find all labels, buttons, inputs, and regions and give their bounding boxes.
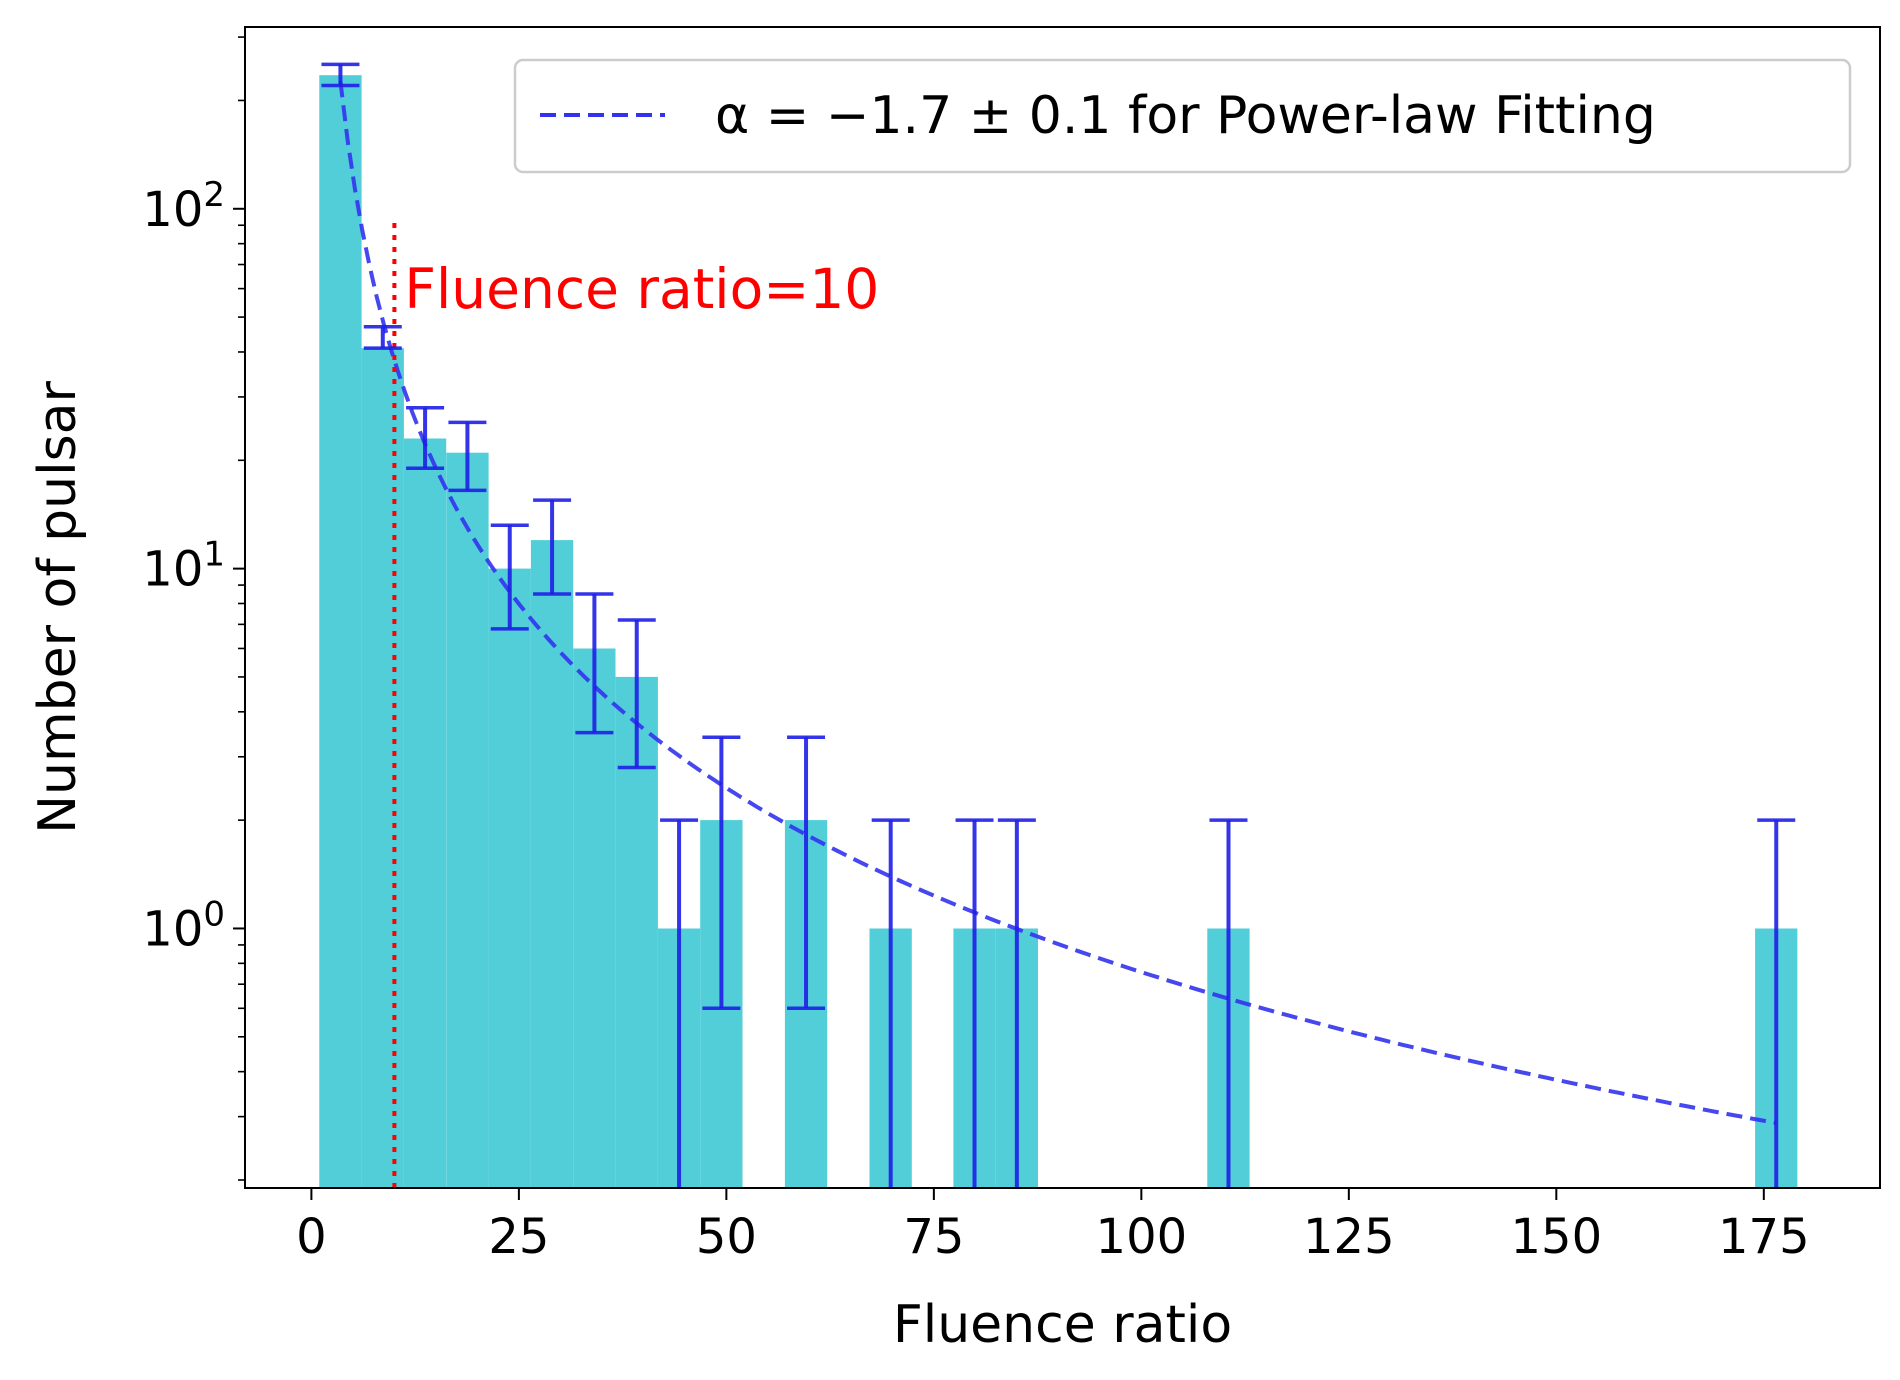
x-tick-label: 150 <box>1511 1209 1603 1265</box>
error-bar <box>955 818 994 1188</box>
legend: α = −1.7 ± 0.1 for Power-law Fitting <box>513 58 1852 174</box>
error-bar <box>617 618 656 770</box>
y-axis-label: Number of pulsar <box>28 380 88 833</box>
error-bar <box>448 420 487 493</box>
x-axis-ticks: 0 25 50 75 100 125 150 175 <box>296 1188 1810 1265</box>
error-bar <box>660 818 699 1188</box>
x-tick-label: 175 <box>1718 1209 1810 1265</box>
y-tick-label: 100 <box>142 894 225 957</box>
histogram-bars <box>319 75 1798 1189</box>
x-axis-label: Fluence ratio <box>893 1295 1232 1355</box>
error-bar <box>1209 818 1248 1188</box>
x-tick-label: 100 <box>1096 1209 1188 1265</box>
histogram-bar <box>361 348 404 1189</box>
error-bar <box>321 62 360 88</box>
error-bar <box>1757 818 1796 1188</box>
legend-box <box>513 58 1852 174</box>
error-bar <box>406 405 445 471</box>
plot-frame <box>244 26 1881 1189</box>
x-tick-label: 75 <box>903 1209 964 1265</box>
histogram-bar <box>319 75 362 1189</box>
legend-fit-label: α = −1.7 ± 0.1 for Power-law Fitting <box>715 86 1656 146</box>
error-bar <box>490 523 529 631</box>
fit-curve <box>338 81 1777 1125</box>
error-bar <box>363 325 402 350</box>
histogram-bar <box>530 540 574 1188</box>
error-bar <box>575 592 614 735</box>
y-tick-label: 101 <box>142 535 225 598</box>
x-tick-label: 50 <box>696 1209 757 1265</box>
histogram-bar <box>403 438 447 1188</box>
error-bars <box>321 62 1796 1188</box>
y-tick-label: 102 <box>142 175 225 238</box>
x-tick-label: 0 <box>296 1209 327 1265</box>
threshold-annotation: Fluence ratio=10 <box>404 257 879 321</box>
y-axis-ticks: 100 101 102 <box>142 36 245 1181</box>
power-law-fit <box>338 81 1777 1125</box>
error-bar <box>997 818 1036 1188</box>
error-bar <box>702 735 741 1011</box>
error-bar <box>533 498 572 596</box>
histogram-bar <box>446 452 489 1188</box>
histogram-bar <box>573 648 616 1188</box>
x-tick-label: 125 <box>1303 1209 1395 1265</box>
error-bar <box>787 735 826 1011</box>
x-tick-label: 25 <box>488 1209 549 1265</box>
error-bar <box>871 818 910 1188</box>
threshold-marker: Fluence ratio=10 <box>392 216 879 1188</box>
histogram-bar <box>488 568 531 1188</box>
